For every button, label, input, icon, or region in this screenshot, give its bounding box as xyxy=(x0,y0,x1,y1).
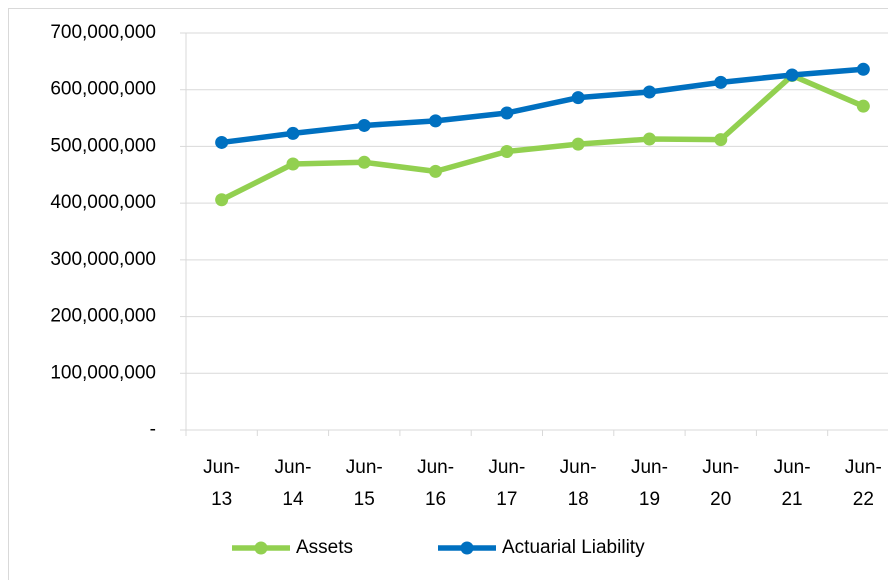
chart-border xyxy=(8,8,888,580)
data-point xyxy=(500,106,514,120)
x-tick-label: Jun-15 xyxy=(346,457,383,510)
data-point xyxy=(357,155,371,169)
data-point xyxy=(856,99,870,113)
y-tick-label: 100,000,000 xyxy=(50,362,156,383)
x-tick-label: Jun-16 xyxy=(417,457,454,510)
y-tick-label: 600,000,000 xyxy=(50,79,156,100)
data-point xyxy=(571,137,585,151)
data-point xyxy=(642,85,656,99)
x-tick-label: Jun-19 xyxy=(631,457,668,510)
x-tick-label: Jun-13 xyxy=(203,457,240,510)
series-line xyxy=(221,66,864,146)
x-tick-label: Jun-18 xyxy=(560,457,597,510)
x-tick-label: Jun-22 xyxy=(845,457,882,510)
data-point xyxy=(215,135,229,149)
data-point xyxy=(286,157,300,171)
data-point xyxy=(357,118,371,132)
x-tick-label: Jun-21 xyxy=(774,457,811,510)
data-point xyxy=(429,114,443,128)
y-tick-label: 300,000,000 xyxy=(50,249,156,270)
y-tick-label: - xyxy=(150,419,156,440)
data-point xyxy=(429,164,443,178)
y-tick-label: 400,000,000 xyxy=(50,192,156,213)
y-tick-label: 500,000,000 xyxy=(50,135,156,156)
data-point xyxy=(785,68,799,82)
x-tick-label: Jun-20 xyxy=(702,457,739,510)
data-point xyxy=(500,145,514,159)
legend-marker xyxy=(254,541,268,555)
legend-marker xyxy=(460,541,474,555)
data-point xyxy=(714,133,728,147)
data-point xyxy=(642,132,656,146)
data-point xyxy=(571,91,585,105)
x-tick-label: Jun-14 xyxy=(274,457,311,510)
legend-label: Actuarial Liability xyxy=(502,537,645,558)
y-tick-label: 200,000,000 xyxy=(50,306,156,327)
data-point xyxy=(286,126,300,140)
data-point xyxy=(856,62,870,76)
data-point xyxy=(714,75,728,89)
legend-label: Assets xyxy=(296,537,353,558)
data-point xyxy=(215,193,229,207)
y-tick-label: 700,000,000 xyxy=(50,22,156,43)
x-tick-label: Jun-17 xyxy=(488,457,525,510)
series-line xyxy=(220,72,865,203)
